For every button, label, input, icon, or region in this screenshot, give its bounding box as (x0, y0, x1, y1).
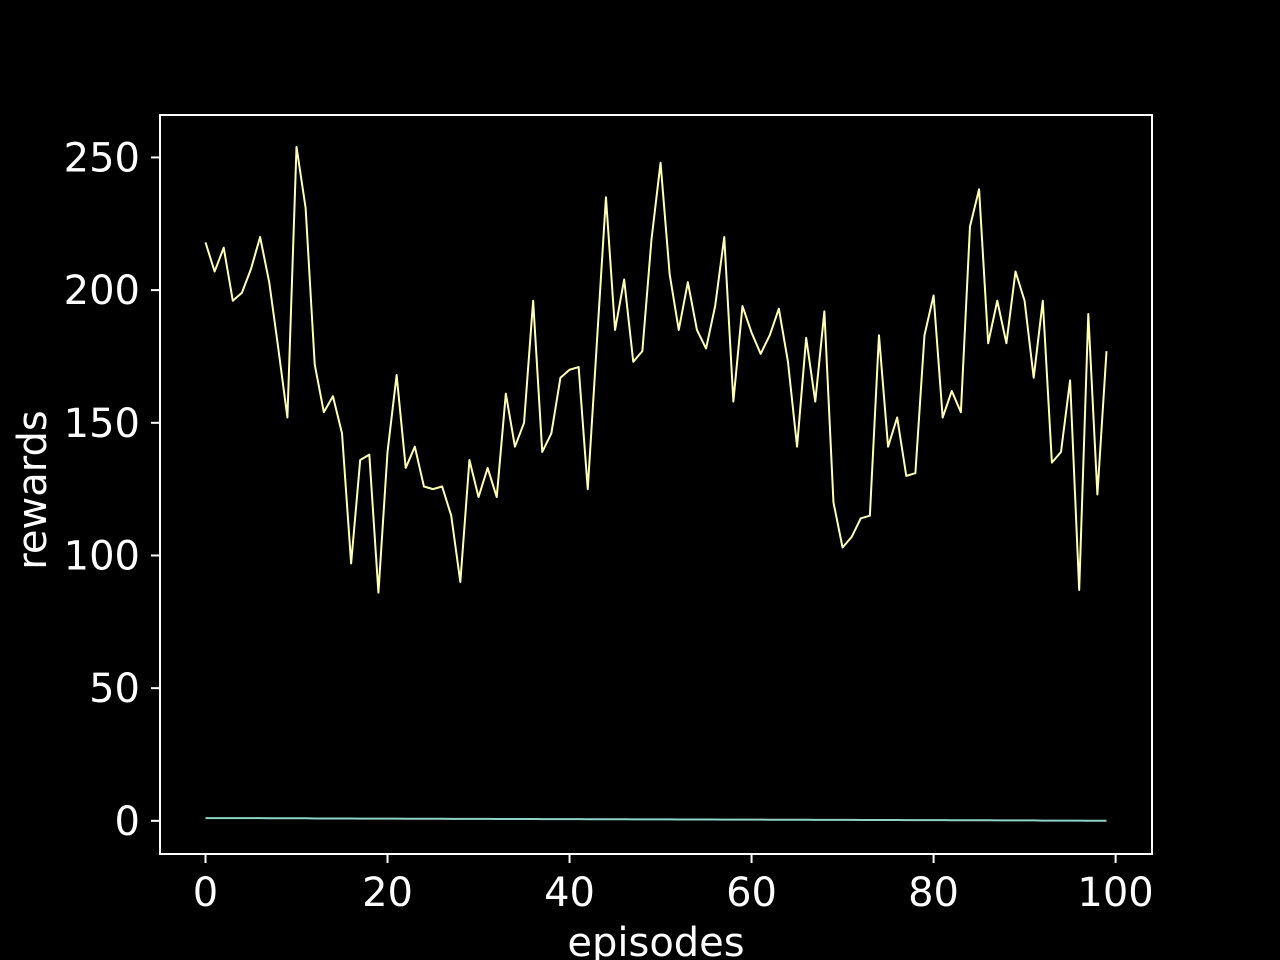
y-tick-label: 50 (89, 666, 140, 712)
y-tick-label: 100 (64, 533, 140, 579)
x-tick-label: 100 (1077, 870, 1153, 916)
y-tick-label: 150 (64, 401, 140, 447)
series-line-1 (204, 145, 1108, 594)
x-tick-label: 60 (726, 870, 777, 916)
y-axis: 0 50 100 150 200 250 (64, 135, 160, 845)
x-axis: 0 20 40 60 80 100 (193, 854, 1154, 916)
x-tick-label: 80 (908, 870, 959, 916)
plot-frame (159, 114, 1153, 855)
x-axis-label: episodes (567, 920, 744, 960)
y-tick-label: 0 (115, 799, 140, 845)
x-tick-label: 20 (362, 870, 413, 916)
x-tick-label: 40 (544, 870, 595, 916)
series-line-2 (205, 817, 1107, 822)
y-tick-label: 250 (64, 135, 140, 181)
x-tick-label: 0 (193, 870, 218, 916)
series-layer (204, 145, 1108, 822)
y-tick-label: 200 (64, 268, 140, 314)
y-axis-label: rewards (10, 410, 56, 569)
